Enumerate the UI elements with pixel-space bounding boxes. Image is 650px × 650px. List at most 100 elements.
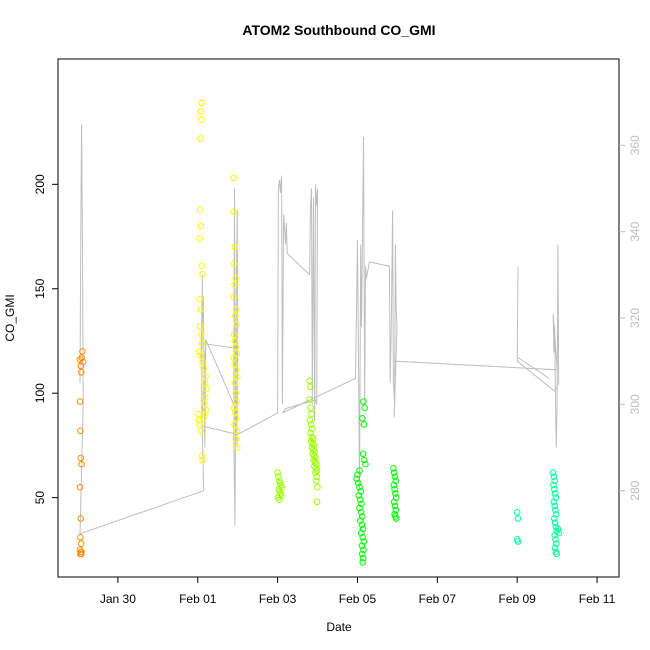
data-point [77, 515, 85, 522]
data-point [198, 262, 205, 270]
data-point [232, 408, 239, 416]
data-point [234, 373, 241, 380]
data-point [359, 525, 367, 533]
data-point [553, 550, 561, 558]
data-point [230, 354, 237, 362]
data-point [390, 465, 397, 472]
data-point [200, 364, 207, 372]
y2-tick-label: 300 [628, 394, 642, 414]
data-point [551, 544, 559, 552]
data-point [313, 473, 321, 481]
data-point [197, 427, 205, 435]
data-point [551, 519, 559, 527]
data-point [392, 490, 399, 497]
data-point [554, 525, 562, 533]
data-point [232, 366, 240, 374]
data-point [360, 421, 368, 428]
data-point [307, 429, 314, 437]
data-point [79, 348, 86, 355]
data-point [196, 235, 203, 242]
data-point [275, 473, 282, 481]
data-point [231, 243, 239, 251]
gray-line-series [79, 123, 560, 535]
x-tick-label: Feb 09 [499, 592, 537, 606]
data-point [309, 435, 317, 443]
data-point [230, 260, 238, 268]
data-point [77, 454, 85, 462]
data-point [230, 208, 237, 215]
y2-tick-label: 340 [628, 221, 642, 241]
data-point [360, 546, 367, 554]
y-tick-label: 50 [33, 491, 47, 505]
data-point [76, 398, 84, 405]
data-point [78, 354, 85, 362]
chart-title: ATOM2 Southbound CO_GMI [242, 22, 435, 38]
data-point [310, 442, 318, 449]
data-point [357, 517, 364, 524]
data-point [311, 448, 319, 456]
data-point [232, 389, 239, 397]
data-point [307, 404, 315, 412]
data-point [195, 417, 203, 424]
data-point [199, 456, 206, 464]
data-point [552, 536, 559, 543]
data-point [198, 339, 206, 347]
data-point [197, 222, 205, 230]
data-point [198, 116, 205, 123]
data-point [358, 521, 366, 529]
data-point [230, 293, 237, 301]
data-point [357, 509, 365, 516]
data-point [359, 559, 367, 566]
data-point [361, 404, 369, 412]
data-point [551, 515, 558, 522]
data-point [551, 486, 558, 493]
data-point [233, 398, 240, 405]
data-point [549, 469, 557, 476]
data-point [391, 486, 398, 493]
data-point [78, 460, 85, 468]
data-point [233, 427, 241, 435]
data-point [514, 538, 522, 545]
data-point [359, 554, 367, 562]
y2-tick-label: 320 [628, 308, 642, 328]
x-tick-label: Feb 05 [339, 592, 377, 606]
data-point [198, 331, 205, 339]
data-point [234, 444, 241, 451]
data-point [77, 540, 85, 547]
data-point [203, 385, 210, 393]
data-point [356, 504, 363, 512]
y2-tick-label: 280 [628, 480, 642, 500]
data-point [360, 398, 367, 405]
x-tick-label: Feb 07 [419, 592, 457, 606]
data-point [76, 483, 84, 491]
data-point [308, 410, 315, 418]
data-point [230, 404, 238, 412]
data-point [313, 460, 320, 468]
data-point [196, 206, 204, 213]
data-point [231, 379, 239, 387]
data-point [231, 360, 238, 368]
x-tick-label: Feb 03 [259, 592, 297, 606]
data-point [196, 348, 203, 355]
data-point [231, 421, 238, 428]
data-point [232, 435, 239, 443]
data-point [392, 506, 400, 514]
x-axis-label: Date [326, 620, 352, 634]
data-point [198, 452, 205, 460]
data-point [232, 312, 239, 320]
data-point [231, 281, 238, 288]
data-point [391, 473, 399, 481]
data-point [361, 456, 368, 464]
data-point [233, 350, 241, 357]
data-point [359, 534, 367, 541]
points-layer [76, 99, 563, 566]
data-point [199, 270, 206, 278]
data-point [306, 396, 313, 403]
data-point [357, 496, 364, 504]
data-point [196, 421, 203, 428]
y-tick-label: 150 [33, 278, 47, 298]
y-axis-label: CO_GMI [3, 294, 17, 341]
data-point [313, 477, 320, 485]
x-tick-label: Jan 30 [100, 592, 136, 606]
data-point [313, 498, 321, 506]
